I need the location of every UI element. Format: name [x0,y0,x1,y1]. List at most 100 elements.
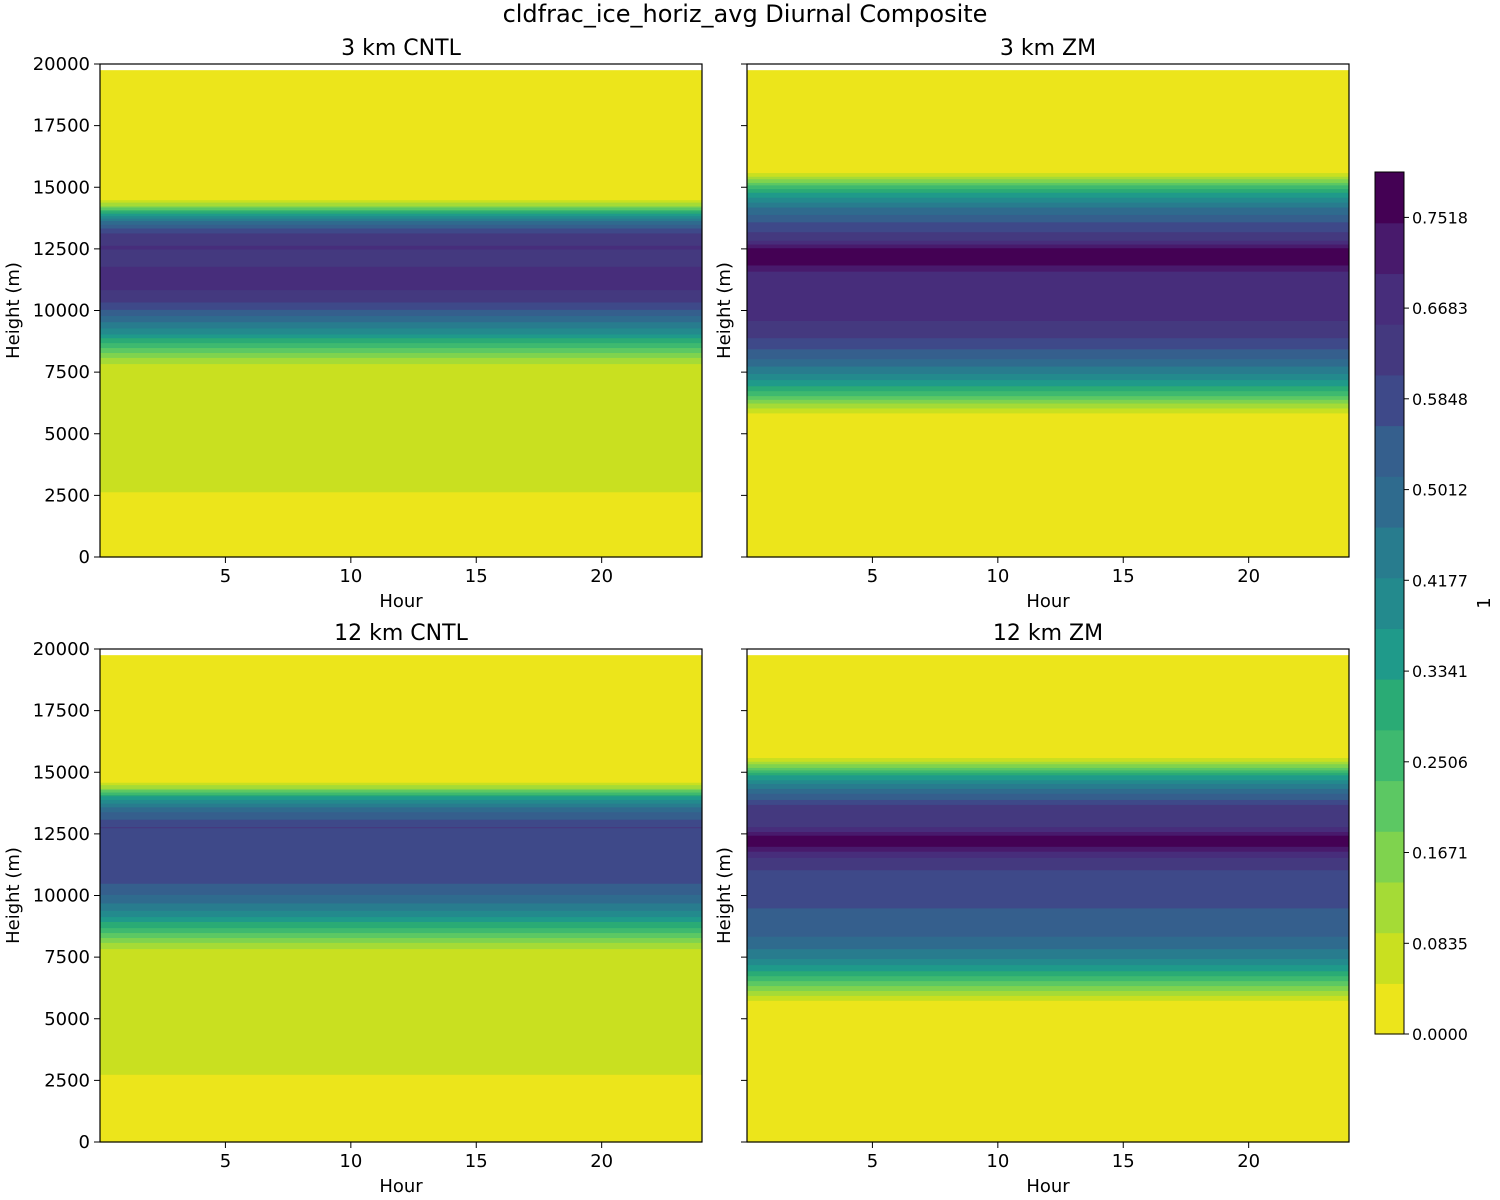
contour-band [100,210,702,214]
contour-band [100,826,702,829]
contour-band [100,199,702,203]
contour-band [747,176,1349,180]
contour-band [747,907,1349,937]
panel-3: 12 km CNTL 5 10 15 20 Hour 0 2500 5000 7500 10000 1… [3,621,703,1197]
contour-band [100,70,702,201]
x-axis-label: Hour [1026,1176,1070,1197]
contour-band [747,948,1349,959]
y-tick-label: 2500 [44,1070,90,1091]
contour-band [747,980,1349,987]
contour-band [100,206,702,211]
contour-band [100,794,702,797]
x-tick-label: 5 [867,1151,878,1172]
contour-band [747,857,1349,871]
contour-band [100,811,702,820]
contour-band [747,172,1349,177]
x-tick-label: 5 [867,566,878,587]
contour-band [747,178,1349,183]
contour-band [100,342,702,349]
colorbar-segment [1375,273,1404,325]
contour-band [747,373,1349,381]
contour-band [747,763,1349,768]
contour-band [100,357,702,365]
contour-band [100,321,702,329]
contour-band [100,220,702,225]
contour-band [747,788,1349,794]
contour-band [100,352,702,358]
x-tick-label: 20 [590,1151,613,1172]
contour-band [747,365,1349,374]
colorbar-segment [1375,729,1404,782]
panel-title: 12 km CNTL [334,621,468,646]
contour-band [747,395,1349,400]
contour-band [100,266,702,291]
contour-band [747,379,1349,387]
contour-band [100,784,702,789]
contour-band [747,851,1349,858]
contour-band [747,70,1349,174]
contour-band [747,320,1349,339]
contour-band [100,902,702,911]
colorbar-segment [1375,932,1404,984]
contour-band [100,803,702,808]
contour-band [747,231,1349,241]
y-tick-label: 5000 [44,1009,90,1030]
y-axis-label: Height (m) [3,262,24,359]
y-tick-label: 0 [79,547,90,568]
contour-band [100,791,702,796]
y-axis-label: Height (m) [3,847,24,944]
y-tick-label: 5000 [44,424,90,445]
contour-band [747,358,1349,367]
contour-band [100,315,702,323]
colorbar-segment [1375,172,1404,224]
contour-band [747,826,1349,833]
y-tick-label: 7500 [44,947,90,968]
y-tick-label: 20000 [33,54,90,75]
colorbar-tick-label: 0.5012 [1412,481,1468,500]
colorbar-tick-label: 0.4177 [1412,571,1468,590]
contour-band [100,806,702,813]
contour-band [100,942,702,950]
contour-band [747,769,1349,773]
x-tick-label: 15 [465,1151,488,1172]
x-tick-label: 10 [339,566,362,587]
contour-band [747,799,1349,805]
contour-band [747,975,1349,982]
contour-band [747,240,1349,245]
contour-band [747,793,1349,800]
contour-band [747,761,1349,765]
contour-band [747,779,1349,784]
panel-4: 12 km ZM 5 10 15 20 Hour Height (m) [714,621,1350,1197]
colorbar-tick-label: 0.1671 [1412,843,1468,862]
contour-band [747,831,1349,836]
contour-band [100,309,702,317]
contour-band [747,202,1349,208]
contour-band [100,333,702,339]
contour-band [100,347,702,354]
contour-band [100,883,702,895]
contour-band [747,774,1349,781]
contour-band [747,184,1349,190]
y-tick-label: 15000 [33,762,90,783]
contour-band [747,348,1349,360]
y-tick-label: 17500 [33,116,90,137]
y-tick-label: 15000 [33,177,90,198]
contour-band [747,772,1349,776]
contour-band [747,835,1349,847]
x-tick-label: 5 [220,1151,231,1172]
x-tick-label: 10 [339,1151,362,1172]
colorbar-segment [1375,780,1404,832]
colorbar-tick-label: 0.0835 [1412,934,1468,953]
y-tick-label: 10000 [33,886,90,907]
contour-band [747,990,1349,996]
colorbar-segment [1375,577,1404,629]
contour-band [747,337,1349,350]
contour-band [747,407,1349,414]
contour-band [747,192,1349,198]
contour-band [100,327,702,335]
contour-band [747,985,1349,992]
contour-band [100,215,702,219]
contour-band [100,337,702,344]
contour-band [100,789,702,793]
